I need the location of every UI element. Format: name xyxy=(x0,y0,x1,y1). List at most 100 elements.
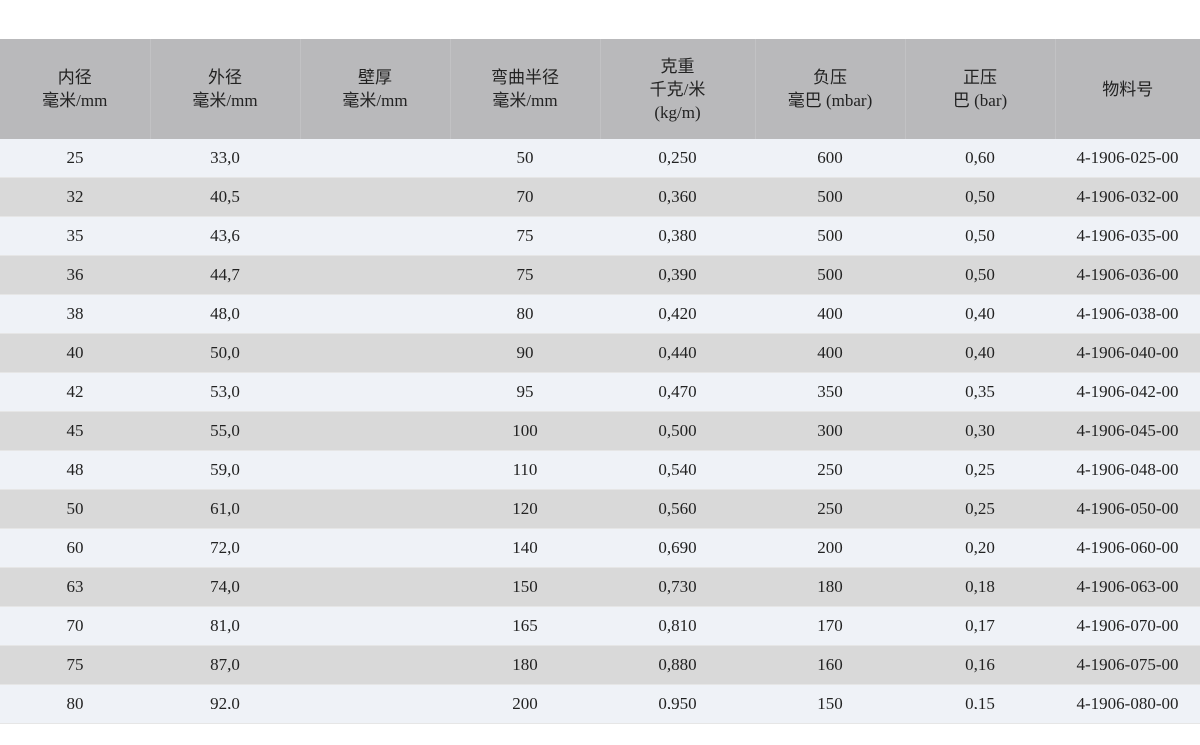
cell-outer-diameter: 55,0 xyxy=(150,411,300,451)
cell-wall-thickness xyxy=(300,255,450,295)
cell-pressure: 0,17 xyxy=(905,606,1055,646)
cell-part-number: 4-1906-040-00 xyxy=(1055,333,1200,373)
header-line: (kg/m) xyxy=(654,102,701,122)
cell-wall-thickness xyxy=(300,684,450,724)
header-bend-radius: 弯曲半径 毫米/mm xyxy=(449,39,600,139)
cell-outer-diameter: 92,0 xyxy=(150,684,300,724)
cell-wall-thickness xyxy=(300,528,450,568)
cell-outer-diameter: 87,0 xyxy=(150,645,300,685)
header-weight: 克重千克/米 (kg/m) xyxy=(599,39,755,139)
cell-wall-thickness xyxy=(300,645,450,685)
header-line: 外径 xyxy=(208,68,242,87)
table-row: 38 48,0 80 0,420 400 0,40 4-1906-038-00 xyxy=(0,294,1200,334)
cell-pressure: 0,40 xyxy=(905,333,1055,373)
cell-part-number: 4-1906-036-00 xyxy=(1055,255,1200,295)
cell-pressure: 0,25 xyxy=(905,489,1055,529)
header-line: 弯曲半径 xyxy=(491,68,559,87)
header-line: 内径 xyxy=(57,68,92,87)
cell-pressure: 0,50 xyxy=(905,177,1055,217)
cell-vacuum: 500 xyxy=(755,216,905,256)
cell-pressure: 0,50 xyxy=(905,255,1055,295)
cell-outer-diameter: 74,0 xyxy=(150,567,300,607)
cell-bend-radius: 150 xyxy=(450,567,600,607)
spec-table: 内径 毫米/mm 外径 毫米/mm 壁厚 毫米/mm 弯曲半径 毫米/mm 克重 千克/米 (kg/… xyxy=(0,39,1200,724)
cell-weight: 0,440 xyxy=(600,333,755,373)
cell-pressure: 0,40 xyxy=(905,294,1055,334)
table-row: 50 61,0 120 0,560 250 0,25 4-1906-050-00 xyxy=(0,489,1200,529)
cell-outer-diameter: 50,0 xyxy=(150,333,300,373)
cell-bend-radius: 75 xyxy=(450,255,600,295)
cell-bend-radius: 165 xyxy=(450,606,600,646)
cell-pressure: 0,60 xyxy=(905,139,1055,178)
cell-part-number: 4-1906-070-00 xyxy=(1055,606,1200,646)
table-row: 25 33,0 50 0,250 600 0,60 4-1906-025-00 xyxy=(0,139,1200,178)
table-row: 35 43,6 75 0,380 500 0,50 4-1906-035-00 xyxy=(0,216,1200,256)
cell-bend-radius: 95 xyxy=(450,372,600,412)
cell-inner-diameter: 45 xyxy=(0,411,150,451)
cell-part-number: 4-1906-032-00 xyxy=(1055,177,1200,217)
cell-outer-diameter: 72,0 xyxy=(150,528,300,568)
cell-weight: 0,250 xyxy=(600,139,755,178)
cell-wall-thickness xyxy=(300,606,450,646)
cell-vacuum: 500 xyxy=(755,255,905,295)
cell-bend-radius: 50 xyxy=(450,139,600,178)
header-line: 负压 xyxy=(813,68,847,87)
table-bottom-strip xyxy=(0,709,1200,713)
cell-vacuum: 400 xyxy=(755,333,905,373)
cell-inner-diameter: 75 xyxy=(0,645,150,685)
header-line: 千克/米 xyxy=(649,79,706,99)
cell-vacuum: 300 xyxy=(755,411,905,451)
cell-wall-thickness xyxy=(300,489,450,529)
cell-bend-radius: 70 xyxy=(450,177,600,217)
cell-wall-thickness xyxy=(300,450,450,490)
header-part-number: 物料号 xyxy=(1054,39,1200,139)
cell-wall-thickness xyxy=(300,216,450,256)
cell-outer-diameter: 59,0 xyxy=(150,450,300,490)
header-line: 克重 xyxy=(660,56,695,76)
header-line: 巴 (bar) xyxy=(952,91,1008,110)
cell-pressure: 0,15 xyxy=(905,684,1055,724)
cell-inner-diameter: 48 xyxy=(0,450,150,490)
cell-wall-thickness xyxy=(300,333,450,373)
cell-wall-thickness xyxy=(300,411,450,451)
cell-vacuum: 350 xyxy=(755,372,905,412)
cell-wall-thickness xyxy=(300,372,450,412)
table-row: 45 55,0 100 0,500 300 0,30 4-1906-045-00 xyxy=(0,411,1200,451)
table-row: 80 92,0 200 0,950 150 0,15 4-1906-080-00 xyxy=(0,684,1200,724)
cell-part-number: 4-1906-025-00 xyxy=(1055,139,1200,178)
cell-vacuum: 170 xyxy=(755,606,905,646)
cell-part-number: 4-1906-035-00 xyxy=(1055,216,1200,256)
cell-bend-radius: 110 xyxy=(450,450,600,490)
table-row: 40 50,0 90 0,440 400 0,40 4-1906-040-00 xyxy=(0,333,1200,373)
cell-bend-radius: 75 xyxy=(450,216,600,256)
header-line: 物料号 xyxy=(1102,79,1154,99)
cell-inner-diameter: 60 xyxy=(0,528,150,568)
header-line: 毫米/mm xyxy=(342,91,408,110)
cell-part-number: 4-1906-050-00 xyxy=(1055,489,1200,529)
cell-part-number: 4-1906-075-00 xyxy=(1055,645,1200,685)
cell-part-number: 4-1906-045-00 xyxy=(1055,411,1200,451)
cell-pressure: 0,30 xyxy=(905,411,1055,451)
cell-weight: 0,880 xyxy=(600,645,755,685)
cell-weight: 0,360 xyxy=(600,177,755,217)
header-line: 毫米/mm xyxy=(42,91,108,110)
cell-pressure: 0,25 xyxy=(905,450,1055,490)
header-line: 正压 xyxy=(963,68,997,87)
cell-vacuum: 500 xyxy=(755,177,905,217)
cell-inner-diameter: 63 xyxy=(0,567,150,607)
cell-wall-thickness xyxy=(300,177,450,217)
cell-inner-diameter: 80 xyxy=(0,684,150,724)
cell-vacuum: 160 xyxy=(755,645,905,685)
cell-bend-radius: 120 xyxy=(450,489,600,529)
cell-inner-diameter: 70 xyxy=(0,606,150,646)
cell-bend-radius: 100 xyxy=(450,411,600,451)
table-row: 60 72,0 140 0,690 200 0,20 4-1906-060-00 xyxy=(0,528,1200,568)
table-row: 75 87,0 180 0,880 160 0,16 4-1906-075-00 xyxy=(0,645,1200,685)
cell-weight: 0,380 xyxy=(600,216,755,256)
table-row: 36 44,7 75 0,390 500 0,50 4-1906-036-00 xyxy=(0,255,1200,295)
header-inner-diameter: 内径毫米/mm xyxy=(0,39,150,139)
cell-part-number: 4-1906-048-00 xyxy=(1055,450,1200,490)
cell-weight: 0,500 xyxy=(600,411,755,451)
header-pressure: 正压巴 (bar) xyxy=(904,39,1055,139)
cell-pressure: 0,35 xyxy=(905,372,1055,412)
